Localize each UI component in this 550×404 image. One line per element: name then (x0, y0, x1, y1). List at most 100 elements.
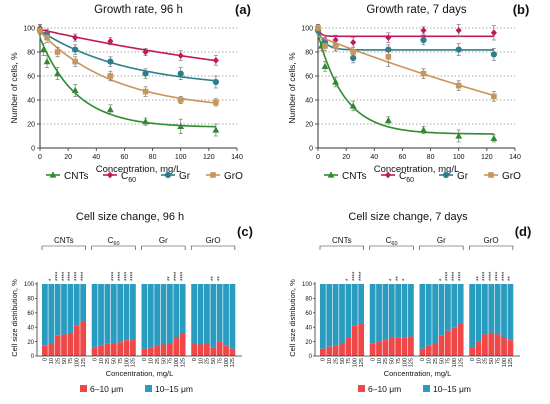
legend-marker-CNTs (327, 171, 335, 178)
data-point-Gr (72, 46, 79, 53)
category-label: 50 (489, 358, 495, 364)
bar-small (167, 343, 173, 356)
category-label: 25 (105, 358, 111, 364)
group-bracket (190, 245, 236, 250)
category-label: 100 (174, 358, 180, 367)
data-point-CNTs (106, 106, 114, 113)
bar-large (147, 284, 154, 348)
category-label: 25 (433, 358, 439, 364)
bar-small (110, 343, 117, 356)
bar-large (223, 284, 229, 346)
chart-title: Cell size change, 96 h (76, 211, 184, 223)
category-label: 25 (333, 358, 339, 364)
y-tick-label: 100 (23, 26, 35, 33)
bar-large (154, 284, 161, 346)
significance-stars: **** (353, 271, 359, 281)
data-point-GrO (142, 88, 149, 95)
significance-stars: **** (458, 271, 464, 281)
fit-line-CNTs (39, 37, 216, 128)
category-label: 100 (124, 358, 130, 367)
bar-small (401, 337, 408, 356)
legend-label-GrO: GrO (502, 171, 521, 182)
data-point-GrO (491, 93, 497, 100)
x-tick-label: 140 (509, 154, 521, 161)
y-tick-label: 40 (305, 325, 312, 331)
category-label: 0 (92, 358, 98, 361)
y-tick-label: 60 (27, 311, 34, 317)
legend-swatch-large (145, 385, 152, 392)
x-axis-label: Concentration, mg/L (106, 369, 174, 378)
bar-small (451, 327, 458, 356)
category-label: 125 (409, 358, 415, 367)
legend-label-large: 10–15 μm (155, 384, 193, 394)
significance-stars: **** (55, 271, 61, 281)
category-label: 0 (43, 358, 49, 361)
fit-line-GrO (317, 35, 495, 97)
bar-small (320, 348, 326, 356)
category-label: 125 (230, 358, 236, 367)
legend-label-small: 6–10 μm (368, 384, 401, 394)
bar-large (408, 284, 414, 337)
data-point-CNTs (177, 122, 185, 129)
x-tick-label: 60 (121, 154, 129, 161)
category-label: 0 (420, 358, 426, 361)
significance-stars: ** (217, 276, 223, 281)
category-label: 10 (149, 358, 155, 364)
bar-small (332, 345, 339, 356)
bar-small (494, 334, 501, 356)
bar-small (61, 334, 67, 356)
category-label: 125 (131, 358, 137, 367)
significance-stars: **** (489, 271, 495, 281)
y-axis-label: Cell size distribution, % (10, 279, 19, 357)
category-label: 100 (452, 358, 458, 367)
group-bracket (141, 245, 186, 250)
data-point-GrO (54, 49, 61, 55)
group-label-sub: 60 (391, 241, 397, 247)
bar-large (216, 284, 223, 342)
bar-small (204, 343, 210, 356)
bar-small (104, 343, 111, 356)
y-tick-label: 40 (27, 98, 35, 105)
significance-stars: * (390, 278, 396, 281)
data-point-C60 (212, 57, 219, 64)
significance-stars: * (49, 278, 55, 281)
bar-small (130, 339, 136, 356)
bar-small (141, 348, 148, 356)
data-point-GrO (420, 70, 427, 77)
x-tick-label: 20 (64, 154, 72, 161)
bar-large (179, 284, 186, 333)
bar-large (395, 284, 402, 338)
bar-small (67, 332, 74, 356)
bar-large (425, 284, 432, 346)
legend-swatch-small (358, 385, 365, 392)
significance-stars: ** (396, 276, 402, 281)
data-point-C60 (177, 52, 184, 59)
category-label: 10 (476, 358, 482, 364)
category-label: 25 (155, 358, 161, 364)
bar-small (369, 343, 376, 356)
category-label: 75 (168, 358, 174, 364)
bar-small (445, 330, 451, 356)
significance-stars: **** (446, 271, 452, 281)
bar-large (229, 284, 236, 349)
bar-large (445, 284, 451, 331)
legend-label-sub: 60 (128, 177, 136, 184)
bar-large (54, 284, 61, 336)
chart-title: Growth rate, 96 h (94, 4, 183, 16)
data-point-CNTs (420, 126, 427, 133)
bar-large (339, 284, 345, 344)
bar-small (351, 325, 358, 356)
bar-large (320, 284, 326, 349)
category-label: 10 (377, 358, 383, 364)
category-label: 10 (99, 358, 105, 364)
data-point-CNTs (349, 102, 357, 109)
significance-stars: **** (118, 271, 124, 281)
bar-small (229, 348, 236, 356)
group-label-Gr: Gr (437, 236, 446, 245)
significance-stars: ** (211, 276, 217, 281)
group-label-CNTs: CNTs (54, 236, 74, 245)
category-label: 50 (112, 358, 118, 364)
bar-small (216, 341, 223, 356)
category-label: 125 (180, 358, 186, 367)
bar-large (345, 284, 352, 338)
